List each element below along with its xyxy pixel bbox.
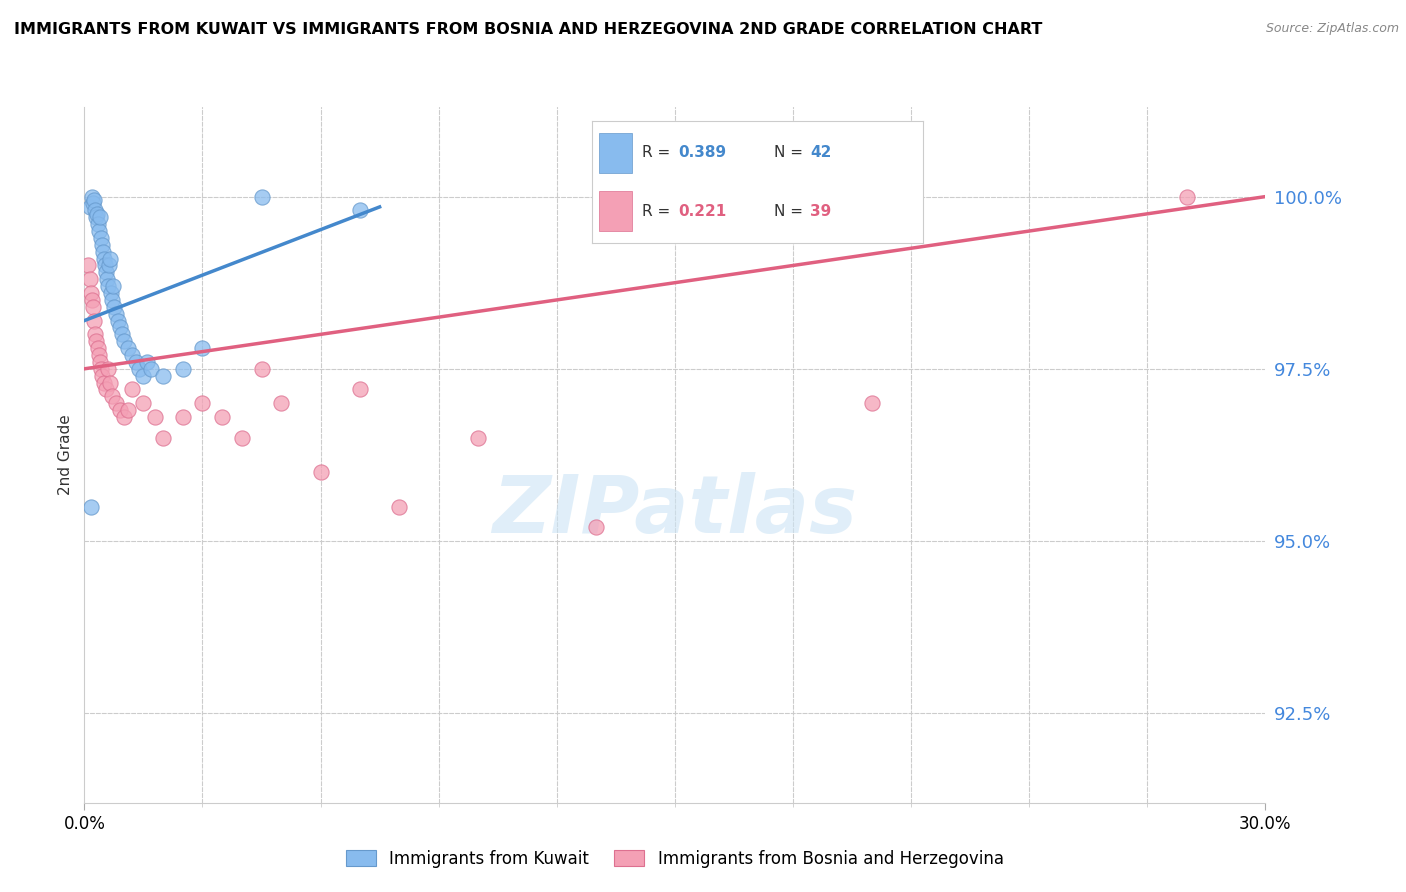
Point xyxy=(121,383,143,397)
Point xyxy=(89,211,111,225)
Point xyxy=(388,500,411,514)
Point xyxy=(90,231,112,245)
Point xyxy=(79,272,101,286)
Point xyxy=(77,259,100,273)
Point xyxy=(84,203,107,218)
Point xyxy=(80,286,103,301)
Point xyxy=(121,348,143,362)
Point xyxy=(172,361,194,376)
Point xyxy=(111,327,134,342)
Point xyxy=(94,259,117,273)
Point xyxy=(89,348,111,362)
Point xyxy=(250,361,273,376)
Point xyxy=(152,368,174,383)
Point xyxy=(136,355,159,369)
Point xyxy=(191,396,214,410)
Point xyxy=(87,341,110,355)
Point xyxy=(101,389,124,403)
Point xyxy=(152,431,174,445)
Legend: Immigrants from Kuwait, Immigrants from Bosnia and Herzegovina: Immigrants from Kuwait, Immigrants from … xyxy=(339,844,1011,875)
Point xyxy=(132,396,155,410)
Point xyxy=(84,211,107,225)
Point xyxy=(117,403,139,417)
Point xyxy=(250,189,273,203)
Point xyxy=(124,355,146,369)
Point xyxy=(97,259,120,273)
Point xyxy=(103,300,125,314)
Point xyxy=(86,207,108,221)
Point xyxy=(104,307,127,321)
Point xyxy=(231,431,253,445)
Point xyxy=(91,244,114,259)
Point xyxy=(104,396,127,410)
Point xyxy=(89,355,111,369)
Point xyxy=(91,368,114,383)
Point xyxy=(96,272,118,286)
Text: IMMIGRANTS FROM KUWAIT VS IMMIGRANTS FROM BOSNIA AND HERZEGOVINA 2ND GRADE CORRE: IMMIGRANTS FROM KUWAIT VS IMMIGRANTS FRO… xyxy=(14,22,1042,37)
Point xyxy=(83,193,105,207)
Point xyxy=(82,300,104,314)
Point xyxy=(94,383,117,397)
Y-axis label: 2nd Grade: 2nd Grade xyxy=(58,415,73,495)
Point xyxy=(172,410,194,425)
Point xyxy=(97,361,120,376)
Point xyxy=(84,334,107,349)
Point xyxy=(98,376,121,390)
Point xyxy=(80,500,103,514)
Point xyxy=(93,252,115,266)
Point xyxy=(1175,189,1198,203)
Text: Source: ZipAtlas.com: Source: ZipAtlas.com xyxy=(1265,22,1399,36)
Point xyxy=(100,286,122,301)
Point xyxy=(89,224,111,238)
Point xyxy=(191,341,214,355)
Point xyxy=(101,279,124,293)
Point xyxy=(82,196,104,211)
Point xyxy=(93,376,115,390)
Point xyxy=(97,279,120,293)
Point xyxy=(270,396,292,410)
Point xyxy=(211,410,233,425)
Point xyxy=(83,313,105,327)
Point xyxy=(585,520,607,534)
Point xyxy=(467,431,489,445)
Point xyxy=(860,396,883,410)
Point xyxy=(112,410,135,425)
Point xyxy=(90,361,112,376)
Point xyxy=(141,361,163,376)
Point xyxy=(82,189,104,203)
Point xyxy=(82,293,104,307)
Text: ZIPatlas: ZIPatlas xyxy=(492,472,858,549)
Point xyxy=(349,203,371,218)
Point xyxy=(128,361,150,376)
Point xyxy=(309,465,332,479)
Point xyxy=(108,320,131,334)
Point xyxy=(349,383,371,397)
Point xyxy=(143,410,166,425)
Point xyxy=(107,313,129,327)
Point xyxy=(132,368,155,383)
Point xyxy=(87,217,110,231)
Point xyxy=(91,237,114,252)
Point xyxy=(112,334,135,349)
Point xyxy=(101,293,124,307)
Point xyxy=(108,403,131,417)
Point xyxy=(79,200,101,214)
Point xyxy=(117,341,139,355)
Point xyxy=(94,265,117,279)
Point xyxy=(84,327,107,342)
Point xyxy=(98,252,121,266)
